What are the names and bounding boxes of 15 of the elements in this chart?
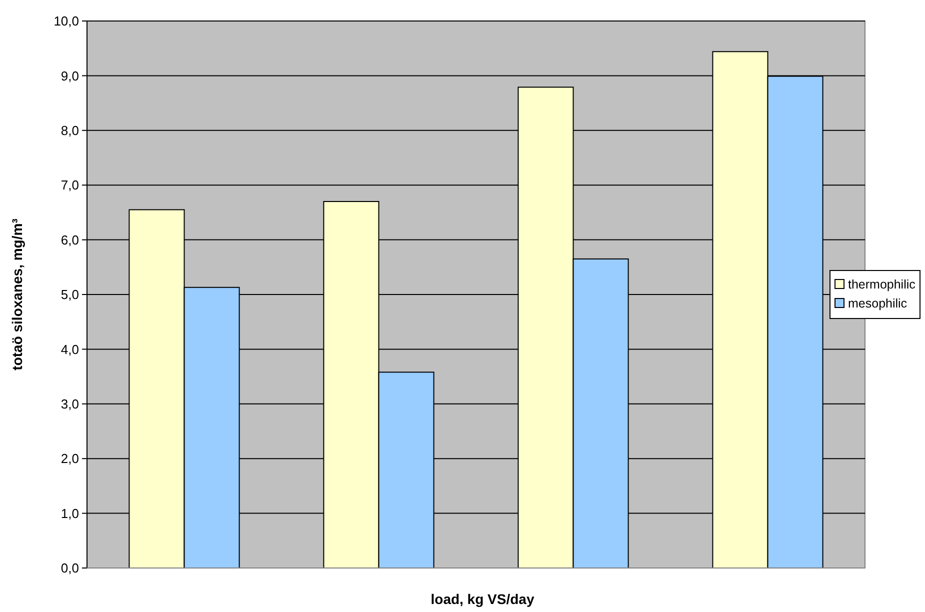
y-tick-label: 8,0 [60, 122, 79, 138]
y-tick-label: 2,0 [60, 451, 79, 466]
y-axis-title: totaö siloxanes, mg/m³ [9, 218, 25, 370]
y-tick-label: 6,0 [60, 232, 79, 248]
y-tick-label: 3,0 [60, 396, 79, 412]
y-tick-label: 9,0 [60, 68, 79, 84]
y-tick-label: 7,0 [60, 178, 79, 193]
x-axis-title: load, kg VS/day [430, 591, 534, 607]
legend-label: thermophilic [848, 278, 916, 292]
y-tick-label: 5,0 [60, 287, 79, 302]
y-tick-label: 10,0 [54, 14, 79, 29]
y-tick-label: 1,0 [60, 506, 79, 521]
y-tick-label: 0,0 [60, 560, 79, 576]
legend-label: mesophilic [848, 296, 908, 310]
y-tick-label: 4,0 [60, 342, 79, 357]
